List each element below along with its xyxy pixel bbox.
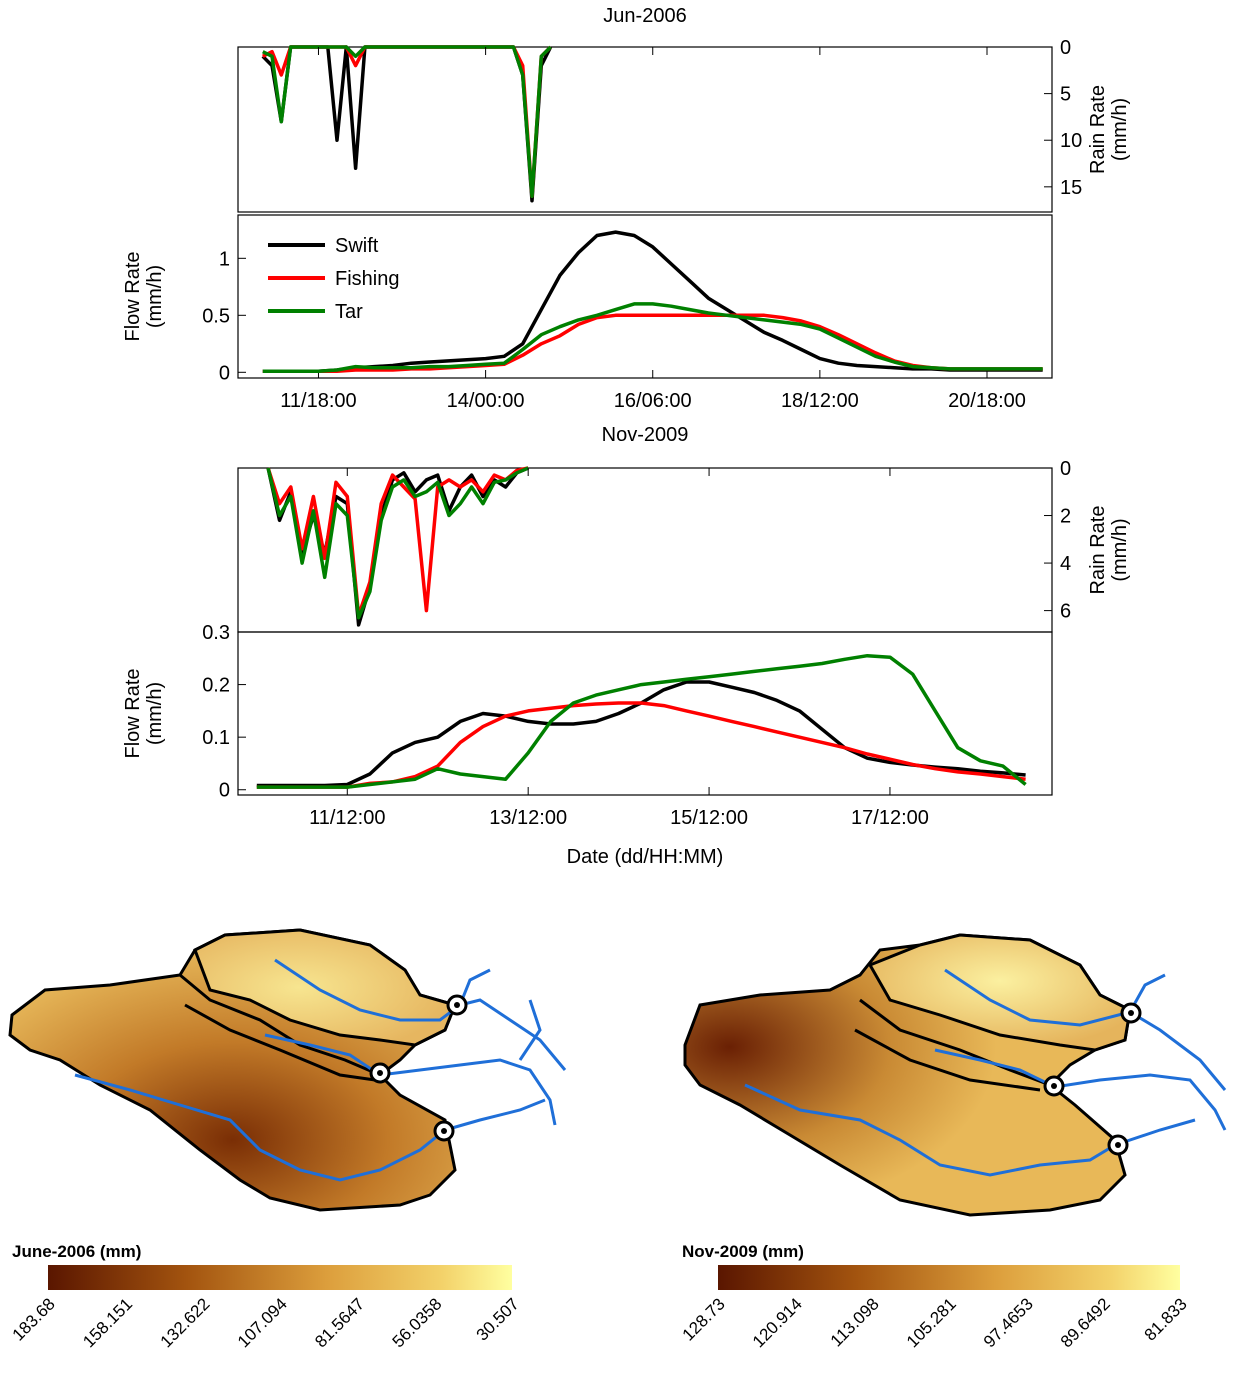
y-axis-label: (mm/h) bbox=[1109, 518, 1131, 581]
series-line bbox=[262, 313, 1043, 373]
axes-frame bbox=[237, 214, 1053, 379]
y-tick-label: 0 bbox=[1060, 458, 1071, 480]
series-line bbox=[256, 680, 1026, 788]
series-line bbox=[261, 45, 553, 203]
x-axis-label: Date (dd/HH:MM) bbox=[567, 846, 724, 868]
colorbar-tick-label: 97.4653 bbox=[980, 1294, 1037, 1351]
y-tick-label: 10 bbox=[1060, 130, 1082, 152]
axes-frame bbox=[237, 46, 1053, 213]
colorbar-title: June-2006 (mm) bbox=[12, 1242, 141, 1261]
x-tick-label: 14/00:00 bbox=[447, 390, 525, 412]
chart-title: Jun-2006 bbox=[603, 5, 686, 27]
y-tick-label: 6 bbox=[1060, 601, 1071, 623]
colorbar-title: Nov-2009 (mm) bbox=[682, 1242, 804, 1261]
colorbar-tick-label: 128.73 bbox=[679, 1294, 729, 1344]
y-axis-label: Rain Rate bbox=[1087, 506, 1109, 595]
x-tick-label: 16/06:00 bbox=[614, 390, 692, 412]
colorbar-tick-label: 56.0358 bbox=[389, 1294, 446, 1351]
colorbar bbox=[48, 1265, 512, 1290]
colorbar-tick-label: 113.098 bbox=[827, 1294, 883, 1350]
series-line bbox=[262, 302, 1043, 373]
y-tick-label: 0 bbox=[1060, 37, 1071, 59]
y-tick-label: 5 bbox=[1060, 84, 1071, 106]
y-tick-label: 0.5 bbox=[202, 305, 230, 327]
colorbar bbox=[718, 1265, 1180, 1290]
y-tick-label: 2 bbox=[1060, 506, 1071, 528]
chart-title: Nov-2009 bbox=[602, 424, 689, 446]
y-tick-label: 0.2 bbox=[202, 675, 230, 697]
y-axis-label: (mm/h) bbox=[144, 682, 166, 745]
y-tick-label: 0.3 bbox=[202, 622, 230, 644]
colorbar-tick-label: 158.151 bbox=[79, 1294, 136, 1351]
series-line bbox=[262, 45, 552, 198]
colorbar-tick-label: 30.507 bbox=[473, 1294, 523, 1344]
x-tick-label: 13/12:00 bbox=[489, 807, 567, 829]
y-tick-label: 0 bbox=[219, 780, 230, 802]
series-line bbox=[266, 466, 529, 620]
legend-label: Tar bbox=[335, 301, 363, 323]
colorbar-tick-label: 183.68 bbox=[9, 1294, 59, 1344]
colorbar-tick-label: 89.6492 bbox=[1057, 1294, 1114, 1351]
y-axis-label: (mm/h) bbox=[144, 265, 166, 328]
y-axis-label: Rain Rate bbox=[1087, 85, 1109, 174]
x-tick-label: 20/18:00 bbox=[948, 390, 1026, 412]
y-tick-label: 1 bbox=[219, 248, 230, 270]
series-line bbox=[256, 701, 1026, 789]
x-tick-label: 11/12:00 bbox=[309, 807, 385, 829]
y-tick-label: 0 bbox=[219, 362, 230, 384]
series-line bbox=[262, 230, 1043, 373]
y-tick-label: 4 bbox=[1060, 553, 1071, 575]
series-line bbox=[266, 466, 529, 618]
colorbar-tick-label: 81.833 bbox=[1141, 1294, 1191, 1344]
x-tick-label: 17/12:00 bbox=[851, 807, 929, 829]
legend-label: Fishing bbox=[335, 268, 399, 290]
x-tick-label: 11/18:00 bbox=[280, 390, 356, 412]
y-tick-label: 15 bbox=[1060, 177, 1082, 199]
y-axis-label: (mm/h) bbox=[1109, 98, 1131, 161]
colorbar-tick-label: 105.281 bbox=[903, 1294, 960, 1351]
colorbar-tick-label: 132.622 bbox=[157, 1294, 214, 1351]
series-line bbox=[256, 653, 1027, 789]
legend-label: Swift bbox=[335, 235, 379, 257]
colorbar-tick-label: 107.094 bbox=[234, 1294, 291, 1351]
map-right bbox=[683, 933, 1227, 1217]
colorbar-tick-label: 81.5647 bbox=[311, 1294, 368, 1351]
y-tick-label: 0.1 bbox=[202, 727, 230, 749]
colorbar-tick-label: 120.914 bbox=[749, 1294, 806, 1351]
map-left bbox=[8, 928, 567, 1212]
x-tick-label: 18/12:00 bbox=[781, 390, 859, 412]
x-tick-label: 15/12:00 bbox=[670, 807, 748, 829]
y-axis-label: Flow Rate bbox=[122, 668, 144, 758]
series-line bbox=[262, 45, 552, 198]
y-axis-label: Flow Rate bbox=[122, 251, 144, 341]
axes-frame bbox=[237, 631, 1053, 796]
